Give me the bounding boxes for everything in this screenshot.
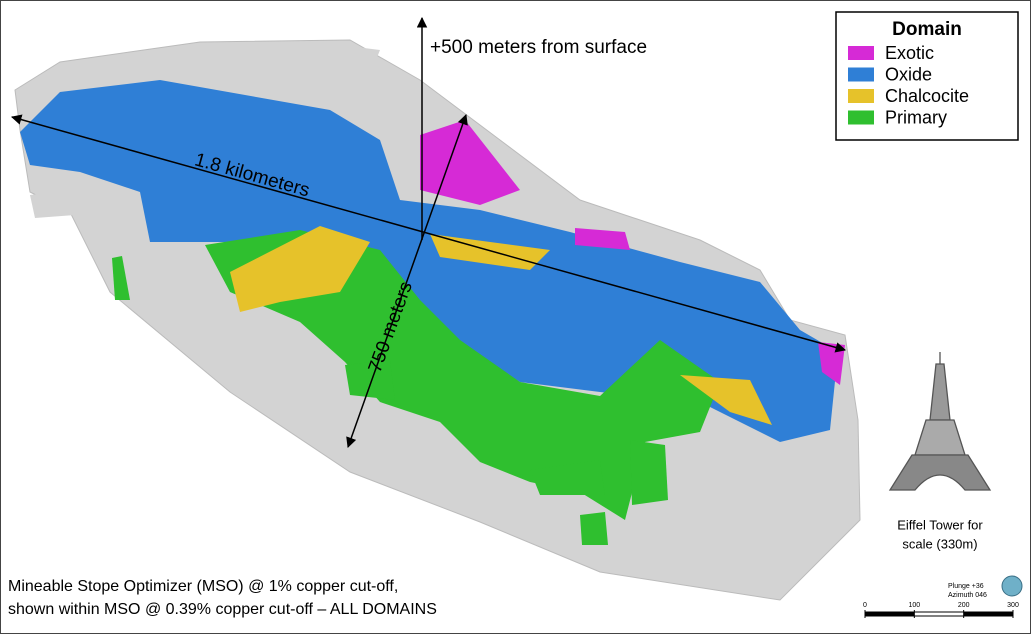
orientation-globe xyxy=(1001,575,1023,597)
legend-label: Chalcocite xyxy=(885,86,969,106)
waste-blocks xyxy=(30,190,75,218)
scale-tick-label: 300 xyxy=(1007,602,1019,609)
waste-blocks xyxy=(310,45,380,78)
caption-line: Mineable Stope Optimizer (MSO) @ 1% copp… xyxy=(8,578,398,595)
scale-segment xyxy=(963,612,1013,616)
width-arrow xyxy=(346,114,468,448)
legend-label: Primary xyxy=(885,107,947,127)
legend-title: Domain xyxy=(892,19,962,40)
chalcocite-blocks xyxy=(680,375,772,425)
primary-blocks xyxy=(630,440,668,505)
dimension-arrows xyxy=(10,16,847,448)
legend-swatch xyxy=(848,46,874,60)
legend-swatch xyxy=(848,89,874,103)
orientation-line: Plunge +36 xyxy=(948,583,984,590)
height-label: +500 meters from surface xyxy=(430,37,647,58)
scale-tick-label: 200 xyxy=(958,602,970,609)
legend-label: Oxide xyxy=(885,64,932,84)
orientation-line: Azimuth 046 xyxy=(948,592,987,599)
primary-blocks xyxy=(580,512,608,545)
scale-reference-line: scale (330m) xyxy=(902,536,977,551)
primary-blocks xyxy=(530,460,605,495)
eiffel-tower xyxy=(888,352,992,491)
scale-bar: 0 100 200 300 xyxy=(863,602,1019,618)
scale-reference-line: Eiffel Tower for xyxy=(897,517,983,532)
legend-swatch xyxy=(848,110,874,125)
scale-tick-label: 100 xyxy=(908,602,920,609)
scale-tick-label: 0 xyxy=(863,602,867,609)
legend-swatch xyxy=(848,67,874,82)
legend-label: Exotic xyxy=(885,43,934,63)
exotic-blocks xyxy=(818,342,845,385)
caption-line: shown within MSO @ 0.39% copper cut-off … xyxy=(8,601,437,618)
scale-segment xyxy=(865,612,915,616)
